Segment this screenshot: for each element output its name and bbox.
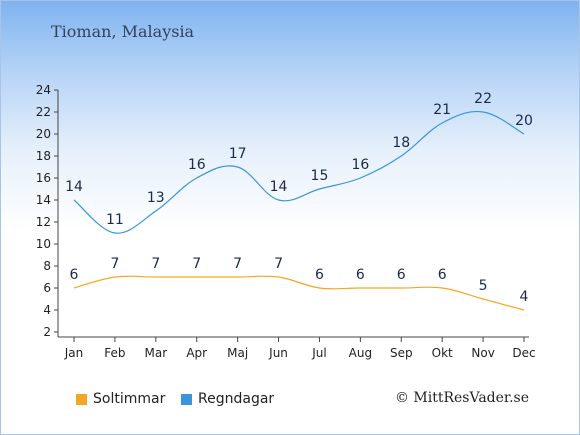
x-tick-label: Okt [432,346,453,360]
data-label-soltimmar: 7 [110,256,119,272]
y-tick-label: 20 [36,127,51,141]
data-label-regndagar: 11 [106,212,124,228]
data-label-regndagar: 16 [351,157,369,173]
y-tick-label: 24 [36,83,51,97]
legend-label-soltimmar: Soltimmar [93,391,166,407]
legend-item-regndagar: Regndagar [181,391,274,407]
x-tick-label: Mar [144,346,167,360]
y-tick-label: 14 [36,193,51,207]
data-label-soltimmar: 5 [479,278,488,294]
y-tick-label: 12 [36,215,51,229]
data-label-soltimmar: 6 [397,267,406,283]
y-tick-label: 2 [43,325,51,339]
series-line-soltimmar [73,275,525,311]
data-label-regndagar: 14 [270,179,288,195]
y-tick-label: 18 [36,149,51,163]
x-tick-label: Apr [186,346,207,360]
x-tick-label: Nov [471,346,494,360]
x-tick-label: Jul [311,346,326,360]
x-tick-label: Maj [227,346,248,360]
copyright-text: © MittResVader.se [394,390,529,406]
data-label-soltimmar: 6 [315,267,324,283]
data-label-soltimmar: 4 [520,289,529,305]
data-label-regndagar: 17 [229,146,247,162]
data-label-regndagar: 16 [188,157,206,173]
legend-label-regndagar: Regndagar [198,391,275,407]
data-label-regndagar: 15 [311,168,329,184]
y-tick-label: 10 [36,237,51,251]
y-tick-label: 22 [36,105,51,119]
chart-title: Tioman, Malaysia [51,22,195,41]
x-tick-label: Jan [64,346,84,360]
data-label-regndagar: 18 [392,135,410,151]
data-label-soltimmar: 7 [233,256,242,272]
x-tick-label: Feb [104,346,125,360]
data-label-soltimmar: 7 [192,256,201,272]
data-label-soltimmar: 6 [70,267,79,283]
x-tick-label: Sep [390,346,413,360]
legend-swatch-soltimmar [76,393,87,405]
y-tick-label: 16 [36,171,51,185]
y-tick-label: 8 [43,259,51,273]
y-tick-label: 4 [43,303,51,317]
legend-item-soltimmar: Soltimmar [76,391,165,407]
data-label-regndagar: 14 [65,179,83,195]
data-label-regndagar: 20 [515,113,533,129]
data-label-regndagar: 22 [474,91,492,107]
data-label-soltimmar: 6 [356,267,365,283]
y-tick-label: 6 [43,281,51,295]
data-label-regndagar: 21 [433,102,451,118]
x-tick-label: Aug [349,346,372,360]
data-label-soltimmar: 7 [151,256,160,272]
x-tick-label: Dec [512,346,535,360]
x-tick-label: Jun [268,346,288,360]
data-label-regndagar: 13 [147,190,165,206]
data-label-soltimmar: 6 [438,267,447,283]
data-label-soltimmar: 7 [274,256,283,272]
legend-swatch-regndagar [181,393,192,405]
series-line-regndagar [73,110,525,234]
